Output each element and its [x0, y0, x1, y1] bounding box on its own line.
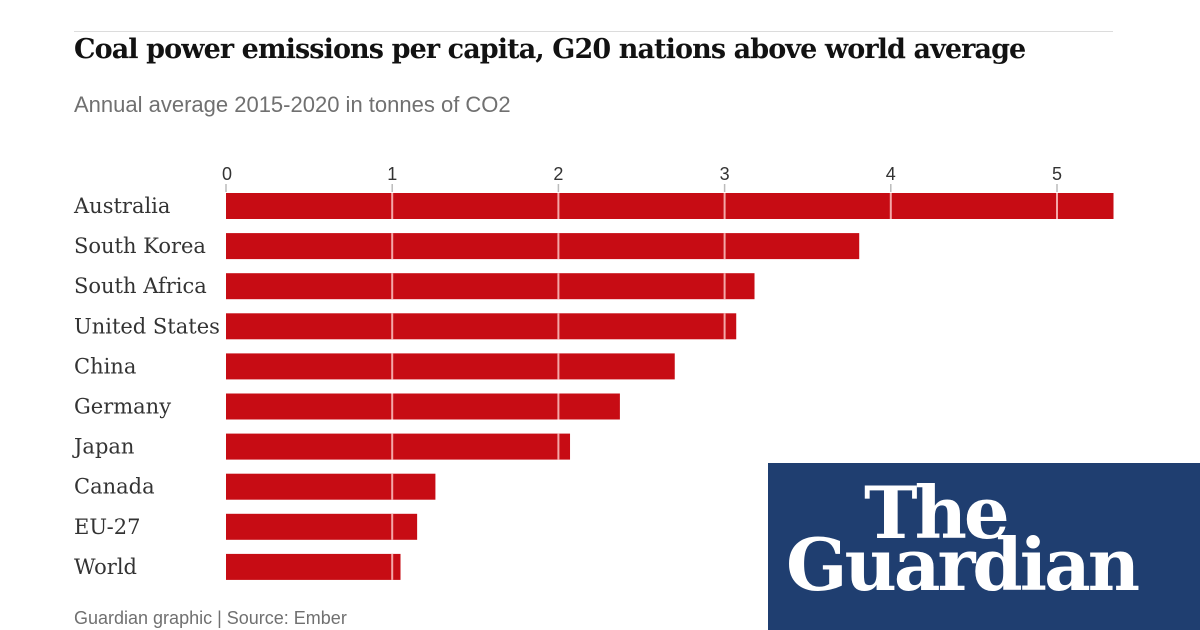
bars [226, 193, 1114, 580]
x-tick-label: 5 [1052, 164, 1062, 184]
x-tick-label: 1 [387, 164, 397, 184]
x-tick-label: 3 [720, 164, 730, 184]
chart-title: Coal power emissions per capita, G20 nat… [74, 34, 1026, 65]
chart-subtitle: Annual average 2015-2020 in tonnes of CO… [74, 92, 511, 117]
x-axis-ticks: 0 1 2 3 4 5 [222, 164, 1062, 192]
category-label: Canada [74, 475, 155, 499]
category-label: Germany [74, 395, 171, 419]
category-label: Japan [72, 435, 134, 459]
category-labels: Australia South Korea South Africa United S… [72, 194, 220, 579]
category-label: South Korea [74, 234, 206, 258]
bar [226, 313, 737, 340]
category-label: China [74, 354, 136, 378]
x-tick-label: 2 [553, 164, 563, 184]
bar [226, 393, 620, 420]
source-note: Guardian graphic | Source: Ember [74, 608, 347, 628]
logo-text-the: The [864, 470, 1010, 555]
category-label: United States [74, 314, 220, 338]
bar [226, 193, 1114, 219]
top-rule [74, 31, 1113, 32]
bar [226, 553, 401, 580]
bar [226, 233, 860, 260]
category-label: Australia [73, 194, 170, 218]
logo-text-guardian: Guardian [786, 522, 1140, 607]
x-tick-label: 4 [886, 164, 896, 184]
category-label: EU-27 [74, 515, 140, 539]
bar [226, 353, 675, 380]
category-label: World [74, 555, 137, 579]
guardian-logo: The Guardian [768, 463, 1200, 630]
x-tick-label: 0 [222, 164, 232, 184]
bar [226, 513, 418, 540]
gridlines [391, 193, 1058, 580]
bar [226, 433, 571, 460]
bar [226, 473, 436, 500]
category-label: South Africa [74, 274, 207, 298]
bar-chart: 0 1 2 3 4 5 Australia South Korea South Africa U… [72, 164, 1114, 580]
bar [226, 273, 755, 300]
